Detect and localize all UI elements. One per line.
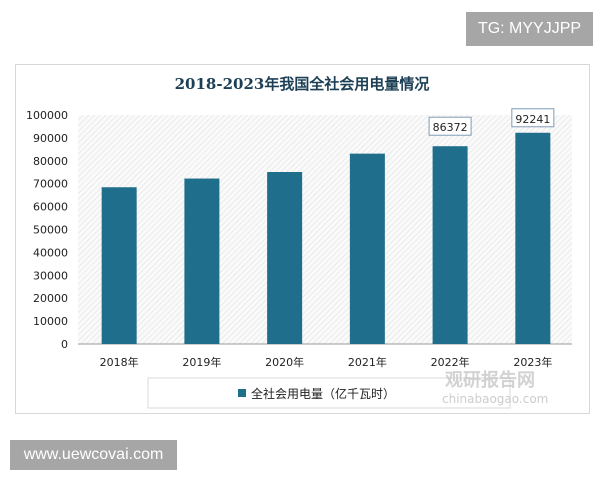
bar-2019年 xyxy=(184,178,220,344)
data-label: 92241 xyxy=(515,113,550,126)
y-tick-label: 50000 xyxy=(33,224,68,237)
y-tick-label: 100000 xyxy=(26,109,68,122)
x-tick-label: 2023年 xyxy=(513,355,552,369)
data-label-box xyxy=(511,108,555,128)
x-tick-label: 2019年 xyxy=(182,355,221,369)
bar-2023年 xyxy=(515,132,551,344)
data-label-box xyxy=(428,116,472,136)
bar-2020年 xyxy=(267,171,303,344)
y-tick-label: 70000 xyxy=(33,178,68,191)
x-tick-label: 2018年 xyxy=(100,355,139,369)
chart-title: 2018-2023年我国全社会用电量情况 xyxy=(175,75,430,93)
legend-label: 全社会用电量（亿千瓦时） xyxy=(251,386,395,401)
y-tick-label: 0 xyxy=(61,338,68,351)
logo-watermark-en: chinabaogao.com xyxy=(442,392,548,406)
y-tick-label: 30000 xyxy=(33,269,68,282)
y-tick-label: 40000 xyxy=(33,246,68,259)
watermark-tg: TG: MYYJJPP xyxy=(466,12,593,46)
bar-2022年 xyxy=(432,146,468,344)
y-tick-label: 90000 xyxy=(33,132,68,145)
plot-area xyxy=(78,115,572,344)
legend-box xyxy=(147,377,511,409)
x-tick-label: 2021年 xyxy=(348,355,387,369)
x-tick-label: 2020年 xyxy=(265,355,304,369)
y-tick-label: 60000 xyxy=(33,201,68,214)
bar-2021年 xyxy=(349,153,385,344)
y-tick-label: 20000 xyxy=(33,292,68,305)
data-label: 86372 xyxy=(433,121,468,134)
y-tick-label: 10000 xyxy=(33,315,68,328)
legend-swatch xyxy=(238,389,246,397)
y-tick-label: 80000 xyxy=(33,155,68,168)
watermark-url: www.uewcovai.com xyxy=(10,440,177,470)
x-tick-label: 2022年 xyxy=(431,355,470,369)
bar-2018年 xyxy=(101,187,137,344)
logo-watermark-cn: 观研报告网 xyxy=(445,369,535,391)
